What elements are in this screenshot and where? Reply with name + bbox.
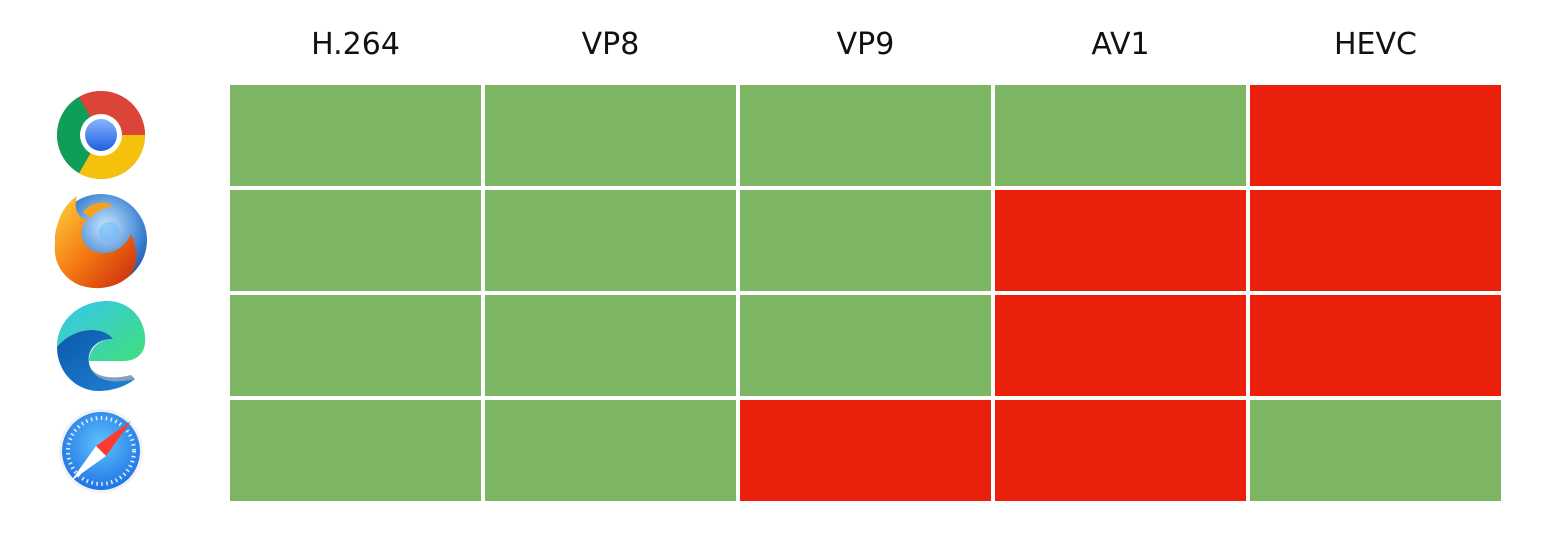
grid-cell — [485, 190, 736, 291]
column-label: AV1 — [1091, 27, 1149, 62]
grid-cell — [740, 85, 991, 186]
chrome-icon — [57, 91, 145, 179]
grid-cells — [230, 85, 1501, 501]
grid-cell — [1250, 295, 1501, 396]
grid-cell — [740, 190, 991, 291]
grid-cell — [1250, 190, 1501, 291]
grid-cell — [1250, 400, 1501, 501]
grid-cell — [995, 295, 1246, 396]
firefox-icon — [54, 194, 147, 289]
grid-cell — [485, 400, 736, 501]
column-label: VP9 — [837, 27, 895, 62]
grid-cell — [230, 85, 481, 186]
column-label: H.264 — [311, 27, 400, 62]
grid-cell — [740, 400, 991, 501]
grid-cell — [485, 295, 736, 396]
edge-icon — [57, 301, 146, 391]
safari-icon — [59, 409, 143, 493]
column-label: VP8 — [582, 27, 640, 62]
grid-cell — [995, 190, 1246, 291]
grid-cell — [230, 295, 481, 396]
column-labels: H.264 VP8 VP9 AV1 HEVC — [311, 27, 1417, 62]
grid-cell — [1250, 85, 1501, 186]
column-label: HEVC — [1334, 27, 1417, 62]
grid-cell — [230, 190, 481, 291]
grid-cell — [485, 85, 736, 186]
grid-cell — [230, 400, 481, 501]
grid-cell — [740, 295, 991, 396]
grid-cell — [995, 400, 1246, 501]
grid-cell — [995, 85, 1246, 186]
